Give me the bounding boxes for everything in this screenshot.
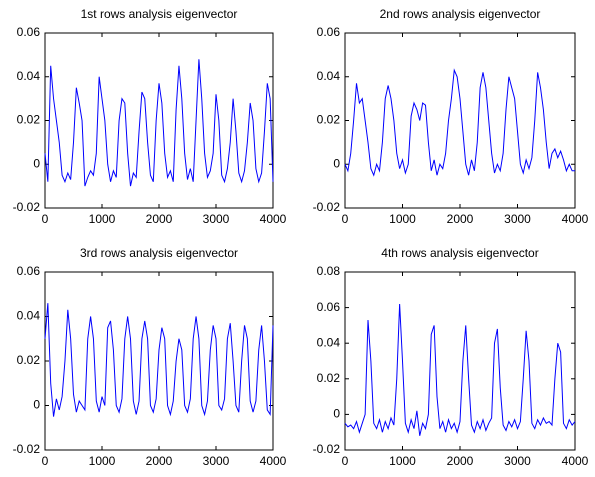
y-tick-label: 0.08 [317,264,341,278]
chart-title: 4th rows analysis eigenvector [381,246,538,260]
y-tick-label: -0.02 [13,442,41,456]
x-tick-label: 0 [342,454,349,468]
y-tick-label: 0 [333,407,340,421]
y-tick-label: 0.04 [317,69,341,83]
data-line [44,59,274,187]
y-tick-label: -0.02 [313,442,341,456]
y-tick-label: 0.02 [317,371,341,385]
data-line [344,304,576,436]
y-tick-label: 0.02 [317,113,341,127]
x-tick-label: 4000 [562,454,589,468]
x-tick-label: 1000 [389,212,416,226]
y-tick-label: 0.04 [17,69,41,83]
x-tick-label: 2000 [447,212,474,226]
axes-box [344,32,576,209]
x-tick-label: 4000 [260,454,287,468]
x-tick-label: 3000 [504,454,531,468]
x-tick-label: 1000 [389,454,416,468]
y-tick-label: -0.02 [13,200,41,214]
x-tick-label: 2000 [146,454,173,468]
data-line [344,68,575,177]
x-tick-label: 3000 [504,212,531,226]
y-tick-label: 0 [33,156,40,170]
axes-box [44,271,274,451]
x-tick-label: 4000 [260,212,287,226]
x-tick-label: 0 [42,212,49,226]
y-tick-label: 0.06 [317,300,341,314]
y-tick-label: 0 [333,156,340,170]
y-tick-label: -0.02 [313,200,341,214]
y-tick-label: 0.06 [17,25,41,39]
chart-title: 2nd rows analysis eigenvector [380,7,541,21]
y-tick-label: 0 [33,398,40,412]
y-tick-label: 0.02 [17,353,41,367]
data-line [44,303,274,417]
x-tick-label: 0 [342,212,349,226]
x-tick-label: 3000 [203,454,230,468]
chart-title: 1st rows analysis eigenvector [81,7,238,21]
x-tick-label: 2000 [146,212,173,226]
x-tick-label: 4000 [562,212,589,226]
x-tick-label: 2000 [447,454,474,468]
y-tick-label: 0.06 [317,25,341,39]
axes-box [44,32,274,209]
x-tick-label: 1000 [89,454,116,468]
x-tick-label: 1000 [89,212,116,226]
y-tick-label: 0.04 [17,309,41,323]
chart-title: 3rd rows analysis eigenvector [80,246,238,260]
y-tick-label: 0.02 [17,113,41,127]
x-tick-label: 0 [42,454,49,468]
y-tick-label: 0.06 [17,264,41,278]
y-tick-label: 0.04 [317,335,341,349]
x-tick-label: 3000 [203,212,230,226]
